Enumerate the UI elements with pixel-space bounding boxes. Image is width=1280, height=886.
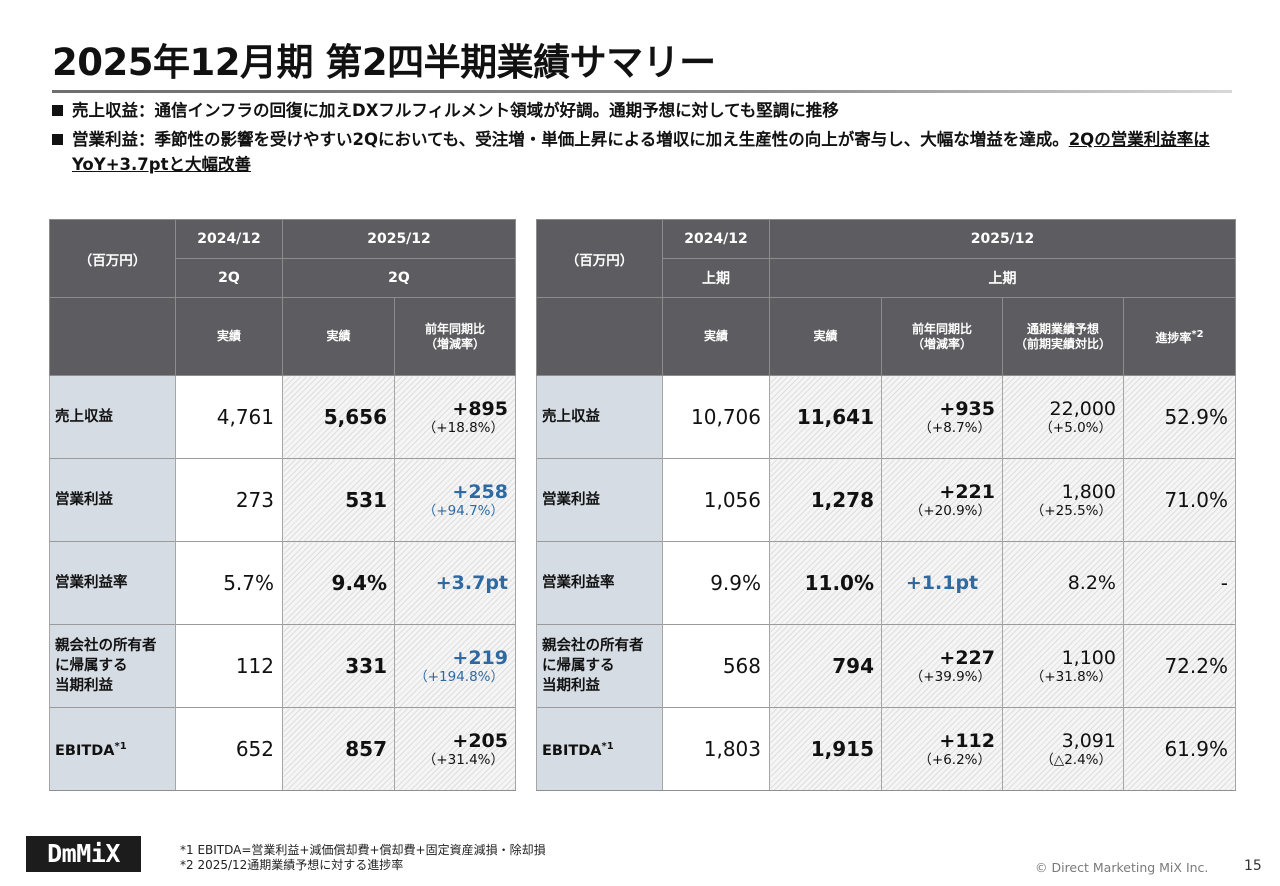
value-yoy: +205 （+31.4%）	[394, 707, 516, 791]
value-prev: 1,056	[662, 458, 770, 542]
period-curr-header: 2Q	[282, 258, 516, 298]
value-yoy: +221 （+20.9%）	[881, 458, 1003, 542]
col-actual-curr: 実績	[769, 297, 882, 376]
value-yoy: +1.1pt	[881, 541, 1003, 625]
value-forecast: 3,091 （△2.4%）	[1002, 707, 1124, 791]
title-divider	[52, 90, 1232, 93]
period-prev-header: 2Q	[175, 258, 283, 298]
unit-spacer	[536, 297, 663, 376]
bullet-square-icon	[52, 105, 63, 116]
value-progress: 72.2%	[1123, 624, 1236, 708]
value-forecast: 8.2%	[1002, 541, 1124, 625]
row-label: 親会社の所有者 に帰属する 当期利益	[536, 624, 663, 708]
summary-bullets: 売上収益：通信インフラの回復に加えDXフルフィルメント領域が好調。通期予想に対し…	[52, 98, 1242, 181]
col-progress: 進捗率*2	[1123, 297, 1236, 376]
table-row: EBITDA*1 1,803 1,915 +112 （+6.2%） 3,091 （△…	[536, 707, 1236, 791]
value-forecast: 1,100 （+31.8%）	[1002, 624, 1124, 708]
row-label: EBITDA*1	[49, 707, 176, 791]
table-row: 親会社の所有者 に帰属する 当期利益 568 794 +227 （+39.9%） 1,…	[536, 624, 1236, 708]
year-curr-header: 2025/12	[769, 219, 1236, 259]
row-label: 売上収益	[49, 375, 176, 459]
row-label: EBITDA*1	[536, 707, 663, 791]
unit-label: （百万円）	[49, 219, 176, 298]
value-yoy: +258 （+94.7%）	[394, 458, 516, 542]
table-row: 親会社の所有者 に帰属する 当期利益 112 331 +219 （+194.8%）	[49, 624, 516, 708]
value-curr: 11,641	[769, 375, 882, 459]
row-label: 営業利益率	[49, 541, 176, 625]
value-yoy: +219 （+194.8%）	[394, 624, 516, 708]
period-curr-header: 上期	[769, 258, 1236, 298]
value-yoy: +895 （+18.8%）	[394, 375, 516, 459]
value-curr: 1,278	[769, 458, 882, 542]
company-logo: DmMiX	[26, 836, 141, 872]
table-row: 営業利益率 5.7% 9.4% +3.7pt	[49, 541, 516, 625]
value-prev: 273	[175, 458, 283, 542]
table-row: 売上収益 4,761 5,656 +895 （+18.8%）	[49, 375, 516, 459]
col-actual-prev: 実績	[175, 297, 283, 376]
value-prev: 5.7%	[175, 541, 283, 625]
unit-label: （百万円）	[536, 219, 663, 298]
table-row: EBITDA*1 652 857 +205 （+31.4%）	[49, 707, 516, 791]
year-prev-header: 2024/12	[175, 219, 283, 259]
value-curr: 5,656	[282, 375, 395, 459]
year-curr-header: 2025/12	[282, 219, 516, 259]
row-label: 営業利益率	[536, 541, 663, 625]
value-prev: 568	[662, 624, 770, 708]
period-prev-header: 上期	[662, 258, 770, 298]
bullet-square-icon	[52, 134, 63, 145]
value-progress: 61.9%	[1123, 707, 1236, 791]
value-curr: 9.4%	[282, 541, 395, 625]
col-actual-prev: 実績	[662, 297, 770, 376]
table-row: 営業利益 273 531 +258 （+94.7%）	[49, 458, 516, 542]
value-prev: 9.9%	[662, 541, 770, 625]
row-label: 営業利益	[536, 458, 663, 542]
bullet-revenue: 売上収益：通信インフラの回復に加えDXフルフィルメント領域が好調。通期予想に対し…	[52, 98, 1242, 123]
row-label: 親会社の所有者 に帰属する 当期利益	[49, 624, 176, 708]
value-progress: 52.9%	[1123, 375, 1236, 459]
value-curr: 331	[282, 624, 395, 708]
value-curr: 11.0%	[769, 541, 882, 625]
value-progress: -	[1123, 541, 1236, 625]
bullet-op-text: 営業利益：季節性の影響を受けやすい2Qにおいても、受注増・単価上昇による増収に加…	[72, 130, 1069, 149]
value-curr: 531	[282, 458, 395, 542]
col-yoy: 前年同期比 （増減率）	[881, 297, 1003, 376]
footnote-2: *2 2025/12通期業績予想に対する進捗率	[180, 858, 404, 872]
row-label: 営業利益	[49, 458, 176, 542]
footnotes: *1 EBITDA=営業利益+減価償却費+償却費+固定資産減損・除却損 *2 2…	[180, 843, 546, 873]
value-yoy: +3.7pt	[394, 541, 516, 625]
value-curr: 1,915	[769, 707, 882, 791]
page-title: 2025年12月期 第2四半期業績サマリー	[52, 41, 716, 84]
value-yoy: +935 （+8.7%）	[881, 375, 1003, 459]
h1-results-table: （百万円） 2024/12 2025/12 上期 上期 実績 実績 前年同期比（…	[536, 219, 1236, 791]
bullet-op-highlight: 2Qの営業利益率はYoY+3.7ptと大幅改善	[72, 130, 1210, 174]
col-forecast: 通期業績予想 （前期実績対比）	[1002, 297, 1124, 376]
table-row: 売上収益 10,706 11,641 +935 （+8.7%） 22,000 （+5…	[536, 375, 1236, 459]
value-prev: 652	[175, 707, 283, 791]
value-prev: 4,761	[175, 375, 283, 459]
row-label: 売上収益	[536, 375, 663, 459]
col-yoy: 前年同期比 （増減率）	[394, 297, 516, 376]
value-curr: 794	[769, 624, 882, 708]
table-row: 営業利益 1,056 1,278 +221 （+20.9%） 1,800 （+25.…	[536, 458, 1236, 542]
value-progress: 71.0%	[1123, 458, 1236, 542]
page-number: 15	[1244, 858, 1262, 874]
value-yoy: +112 （+6.2%）	[881, 707, 1003, 791]
value-forecast: 22,000 （+5.0%）	[1002, 375, 1124, 459]
copyright: © Direct Marketing MiX Inc.	[1035, 860, 1209, 875]
bullet-revenue-text: 売上収益：通信インフラの回復に加えDXフルフィルメント領域が好調。通期予想に対し…	[72, 101, 839, 120]
value-yoy: +227 （+39.9%）	[881, 624, 1003, 708]
unit-spacer	[49, 297, 176, 376]
year-prev-header: 2024/12	[662, 219, 770, 259]
bullet-operating-profit: 営業利益：季節性の影響を受けやすい2Qにおいても、受注増・単価上昇による増収に加…	[52, 127, 1242, 177]
value-forecast: 1,800 （+25.5%）	[1002, 458, 1124, 542]
col-actual-curr: 実績	[282, 297, 395, 376]
table-row: 営業利益率 9.9% 11.0% +1.1pt 8.2% -	[536, 541, 1236, 625]
value-prev: 10,706	[662, 375, 770, 459]
footnote-1: *1 EBITDA=営業利益+減価償却費+償却費+固定資産減損・除却損	[180, 843, 546, 857]
q2-results-table: （百万円） 2024/12 2025/12 2Q 2Q 実績 実績 前年同期比（…	[49, 219, 516, 791]
value-prev: 112	[175, 624, 283, 708]
value-prev: 1,803	[662, 707, 770, 791]
value-curr: 857	[282, 707, 395, 791]
